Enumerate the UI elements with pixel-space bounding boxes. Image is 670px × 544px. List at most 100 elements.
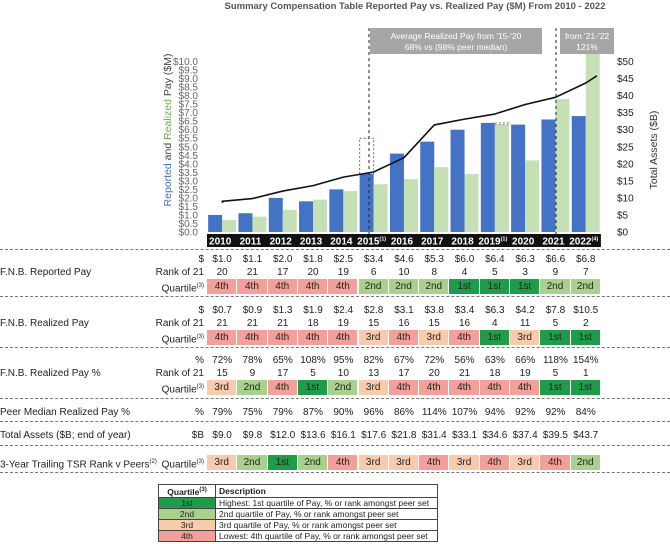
quartile-reported-pay-2011: 4th [237,279,267,294]
value-peer-median-0-2012: 79% [272,407,293,418]
bar-realized-2022 [585,53,600,232]
value-reported-pay-1-2020: 3 [522,267,528,278]
value-realized-pay-0-2012: $1.3 [273,305,293,316]
quartile-reported-pay-2022: 2nd [570,279,600,294]
bar-reported-2016 [389,153,404,232]
row-divider [0,421,670,422]
unit-realized-pay-pct-1: Rank of 21 [155,368,204,379]
bar-realized-2011 [252,216,267,232]
left-tick: $8.5 [179,83,199,94]
value-realized-pay-pct-1-2017: 20 [428,368,440,379]
value-total-assets-0-2017: $31.4 [421,430,447,441]
value-reported-pay-0-2010: $1.0 [212,254,232,265]
value-reported-pay-0-2012: $2.0 [273,254,293,265]
bar-realized-2021 [555,99,570,233]
bar-reported-2014 [329,189,344,232]
bar-reported-2020 [511,124,526,232]
bar-reported-2013 [299,201,314,232]
value-peer-median-0-2014: 90% [333,407,354,418]
row-divider [0,398,670,399]
bar-reported-2018 [450,129,465,232]
value-realized-pay-0-2018: $3.4 [454,305,475,316]
quartile-realized-pay-2014: 4th [328,330,358,345]
value-peer-median-0-2016: 86% [393,407,414,418]
value-realized-pay-1-2010: 21 [216,318,228,329]
quartile-tsr-rank-2022: 2nd [570,455,600,470]
left-tick: $10.0 [173,57,198,68]
value-realized-pay-pct-1-2016: 17 [398,368,410,379]
value-reported-pay-0-2014: $2.5 [333,254,354,265]
legend-description: 2nd quartile of Pay, % or rank amongst p… [215,507,438,520]
year-band [207,234,601,247]
unit-tsr-rank-0: Quartile(3) [161,459,204,471]
value-reported-pay-1-2017: 8 [431,267,438,278]
bar-realized-2012 [282,209,297,232]
quartile-tsr-rank-2011: 2nd [237,455,267,470]
legend-quartile: 2nd [158,507,216,520]
unit-total-assets-0: $B [191,430,204,441]
quartile-tsr-rank-2012: 1st [267,455,297,470]
quartile-realized-pay-pct-2012: 4th [267,380,297,395]
value-realized-pay-pct-0-2014: 95% [333,355,354,366]
value-realized-pay-1-2017: 15 [428,318,440,329]
bars [208,53,600,233]
value-realized-pay-1-2016: 16 [398,318,410,329]
value-realized-pay-0-2015: $2.8 [363,305,384,316]
quartile-realized-pay-pct-2011: 2nd [237,380,267,395]
value-peer-median-0-2017: 114% [421,407,447,418]
value-peer-median-0-2010: 79% [212,407,233,418]
value-reported-pay-1-2021: 9 [552,267,559,278]
left-tick: $6.0 [179,125,199,136]
value-peer-median-0-2022: 84% [575,407,596,418]
value-total-assets-0-2016: $21.8 [391,430,417,441]
legend-row-4th: 4th Lowest: 4th quartile of Pay, % or ran… [158,529,438,542]
bar-realized-2015 [373,184,388,232]
bar-realized-2014 [343,191,358,232]
year-label-2013: 2013 [300,237,323,248]
value-peer-median-0-2020: 92% [515,407,536,418]
value-reported-pay-0-2013: $1.8 [303,254,323,265]
quartile-legend: Quartile(3) Description 1st Highest: 1st … [158,484,438,542]
value-peer-median-0-2011: 75% [242,407,263,418]
quartile-realized-pay-2011: 4th [237,330,267,345]
quartile-reported-pay-2014: 4th [328,279,358,294]
unit-realized-pay-pct-2: Quartile(3) [161,384,204,396]
quartile-realized-pay-2016: 4th [388,330,419,345]
value-realized-pay-pct-1-2021: 5 [552,368,559,379]
year-label-2016: 2016 [391,237,414,248]
value-realized-pay-1-2011: 21 [246,318,258,329]
quartile-realized-pay-pct-2010: 3rd [207,380,237,395]
unit-realized-pay-pct-0: % [195,355,204,366]
unit-reported-pay-1: Rank of 21 [155,267,204,278]
value-total-assets-0-2015: $17.6 [361,430,387,441]
value-reported-pay-1-2014: 19 [337,267,349,278]
unit-peer-median-0: % [195,407,204,418]
value-total-assets-0-2013: $13.6 [300,430,326,441]
year-label-2018: 2018 [451,237,474,248]
value-realized-pay-1-2015: 15 [368,318,380,329]
left-tick: $9.5 [179,66,199,77]
quartile-realized-pay-pct-2017: 4th [419,380,449,395]
value-total-assets-0-2010: $9.0 [212,430,232,441]
left-tick: $7.0 [179,108,199,119]
value-realized-pay-1-2020: 11 [519,318,531,329]
value-peer-median-0-2019: 94% [484,407,505,418]
value-reported-pay-1-2016: 10 [398,267,410,278]
right-tick: $30 [617,125,634,136]
year-label-2022: 2022(4) [569,237,598,248]
value-realized-pay-pct-0-2015: 82% [363,355,384,366]
quartile-realized-pay-2017: 3rd [419,330,449,345]
quartile-reported-pay-2021: 2nd [540,279,570,294]
value-realized-pay-pct-0-2016: 67% [393,355,414,366]
row-label-tsr-rank: 3-Year Trailing TSR Rank v Peers(2) [0,459,157,471]
quartile-realized-pay-2018: 4th [449,330,479,345]
right-tick: $10 [617,193,634,204]
left-tick: $5.0 [179,142,199,153]
value-realized-pay-pct-1-2010: 15 [216,368,228,379]
quartile-realized-pay-2019: 1st [479,330,509,345]
value-reported-pay-1-2011: 21 [246,267,258,278]
right-tick: $40 [617,91,634,102]
right-tick: $50 [617,57,634,68]
quartile-reported-pay-2010: 4th [207,279,237,294]
left-tick: $4.0 [179,159,199,170]
